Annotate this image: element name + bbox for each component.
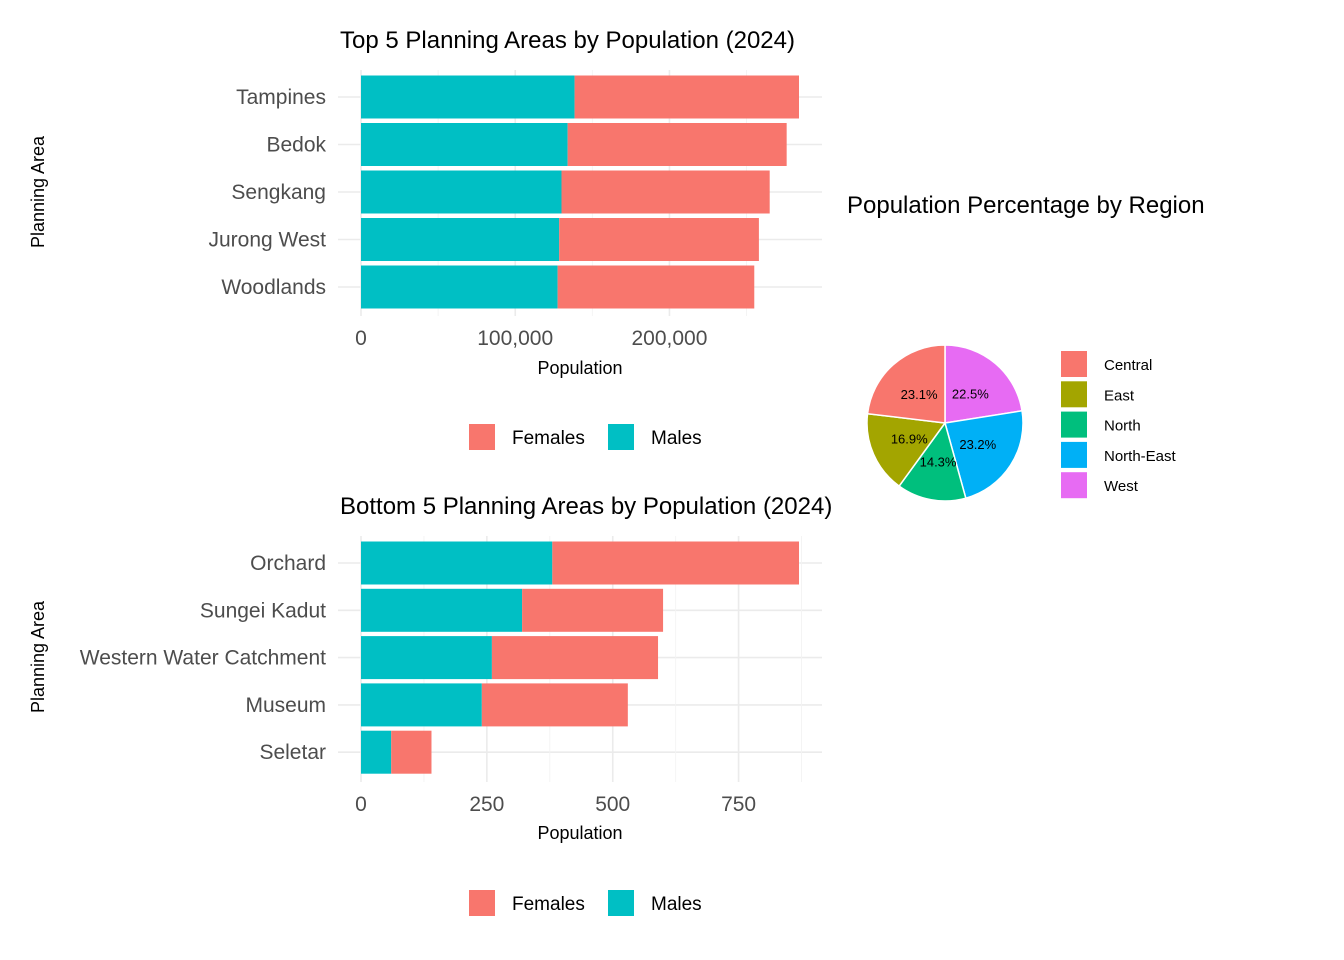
- bar-females: [567, 123, 787, 166]
- bar-females: [557, 265, 755, 309]
- legend-swatch-males: [608, 890, 634, 916]
- category-label: Tampines: [236, 86, 326, 109]
- bar-females: [491, 636, 659, 680]
- bar-females: [552, 541, 799, 585]
- legend-label-females: Females: [512, 894, 585, 915]
- pie-percent-label: 16.9%: [891, 432, 928, 447]
- bar-males: [361, 75, 575, 119]
- bar-males: [361, 170, 562, 214]
- pie-legend-swatch: [1061, 351, 1087, 377]
- bar-males: [361, 541, 553, 585]
- pie-legend-label: West: [1104, 478, 1139, 495]
- pie-legend-label: East: [1104, 387, 1135, 404]
- top-chart-bars: [361, 75, 799, 309]
- bar-males: [361, 683, 482, 727]
- pie-percent-label: 23.2%: [959, 437, 996, 452]
- pie-legend-swatch: [1061, 441, 1087, 468]
- top-chart-x-ticks: 0 100,000 200,000: [355, 327, 707, 350]
- pie-legend-label: North: [1104, 418, 1141, 435]
- region-pie-chart: Population Percentage by Region 22.5% 23.…: [847, 192, 1205, 502]
- bar-males: [361, 730, 392, 774]
- pie-percent-label: 14.3%: [920, 454, 957, 469]
- bar-males: [361, 123, 568, 166]
- bar-females: [559, 218, 759, 261]
- pie-slice-north-east: [944, 409, 1024, 500]
- x-tick-label: 0: [355, 793, 367, 816]
- top-chart-y-axis-title: Planning Area: [28, 135, 48, 248]
- legend-swatch-males: [608, 424, 634, 450]
- pie-legend: Central East North North-East West: [1061, 351, 1177, 499]
- pie-percent-label: 22.5%: [952, 386, 989, 401]
- pie-slices: [866, 344, 1024, 502]
- bottom-chart-title: Bottom 5 Planning Areas by Population (2…: [340, 493, 832, 520]
- bar-females: [574, 75, 799, 119]
- bottom-chart-legend: Females Males: [469, 890, 702, 916]
- category-label: Seletar: [259, 741, 326, 764]
- top-chart-legend: Females Males: [469, 424, 702, 450]
- bar-females: [522, 588, 664, 632]
- category-label: Bedok: [266, 134, 326, 157]
- bar-males: [361, 265, 558, 309]
- top-bar-chart: Top 5 Planning Areas by Population (2024…: [28, 27, 822, 450]
- legend-swatch-females: [469, 890, 495, 916]
- pie-legend-swatch: [1061, 381, 1087, 408]
- pie-slice-central: [866, 344, 946, 424]
- bar-males: [361, 218, 560, 261]
- bottom-chart-category-labels: Orchard Sungei Kadut Western Water Catchme…: [80, 552, 326, 764]
- pie-chart-title: Population Percentage by Region: [847, 192, 1205, 219]
- category-label: Sungei Kadut: [200, 599, 326, 622]
- bottom-chart-x-ticks: 0 250 500 750: [355, 793, 756, 816]
- x-tick-label: 200,000: [631, 327, 707, 350]
- x-tick-label: 750: [721, 793, 756, 816]
- legend-swatch-females: [469, 424, 495, 450]
- pie-slice-north: [898, 421, 967, 502]
- pie-legend-label: North-East: [1104, 448, 1177, 465]
- bottom-chart-x-axis-title: Population: [537, 823, 622, 843]
- top-chart-x-axis-title: Population: [537, 358, 622, 378]
- pie-legend-swatch: [1061, 472, 1087, 499]
- pie-legend-swatch: [1061, 411, 1087, 438]
- category-label: Western Water Catchment: [80, 647, 326, 670]
- bar-males: [361, 588, 523, 632]
- legend-label-females: Females: [512, 428, 585, 449]
- pie-percent-labels: 22.5% 23.2%14.3% 16.9% 23.1%: [891, 386, 997, 469]
- category-label: Woodlands: [221, 276, 326, 299]
- category-label: Jurong West: [209, 229, 327, 252]
- bar-males: [361, 636, 492, 680]
- category-label: Orchard: [250, 552, 326, 575]
- category-label: Museum: [245, 694, 326, 717]
- bar-females: [391, 730, 432, 774]
- bottom-chart-y-axis-title: Planning Area: [28, 600, 48, 713]
- top-chart-title: Top 5 Planning Areas by Population (2024…: [340, 27, 795, 54]
- bottom-chart-bars: [361, 541, 799, 774]
- x-tick-label: 100,000: [477, 327, 553, 350]
- x-tick-label: 500: [595, 793, 630, 816]
- legend-label-males: Males: [651, 894, 702, 915]
- pie-legend-label: Central: [1104, 357, 1152, 374]
- category-label: Sengkang: [231, 181, 326, 204]
- bar-females: [481, 683, 628, 727]
- pie-slice-west: [944, 344, 1023, 424]
- x-tick-label: 0: [355, 327, 367, 350]
- bar-females: [561, 170, 770, 214]
- pie-percent-label: 23.1%: [901, 387, 938, 402]
- x-tick-label: 250: [469, 793, 504, 816]
- pie-slice-east: [866, 412, 947, 488]
- bottom-bar-chart: Bottom 5 Planning Areas by Population (2…: [28, 493, 832, 916]
- legend-label-males: Males: [651, 428, 702, 449]
- top-chart-category-labels: Tampines Bedok Sengkang Jurong West Woodland…: [209, 86, 327, 299]
